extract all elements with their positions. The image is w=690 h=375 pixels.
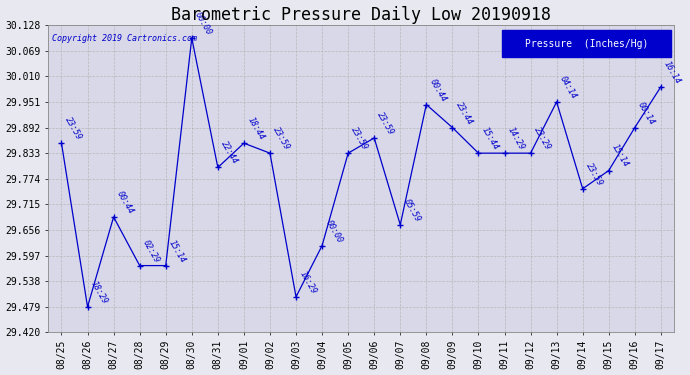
Text: 05:59: 05:59 <box>402 197 422 223</box>
Title: Barometric Pressure Daily Low 20190918: Barometric Pressure Daily Low 20190918 <box>171 6 551 24</box>
Text: 15:44: 15:44 <box>480 126 500 152</box>
Bar <box>502 30 671 57</box>
Text: 00:00: 00:00 <box>324 218 344 244</box>
Text: 00:00: 00:00 <box>193 10 213 37</box>
Text: Pressure  (Inches/Hg): Pressure (Inches/Hg) <box>524 39 648 48</box>
Text: 18:44: 18:44 <box>245 116 266 142</box>
Text: 16:29: 16:29 <box>297 269 317 296</box>
Text: 23:59: 23:59 <box>375 110 396 136</box>
Text: 23:59: 23:59 <box>63 116 83 142</box>
Text: 23:59: 23:59 <box>584 161 604 188</box>
Text: 04:14: 04:14 <box>558 74 578 100</box>
Text: 18:29: 18:29 <box>89 279 109 305</box>
Text: 00:44: 00:44 <box>115 189 135 216</box>
Text: 22:44: 22:44 <box>219 140 239 166</box>
Text: 15:14: 15:14 <box>610 143 631 169</box>
Text: 00:44: 00:44 <box>428 77 448 103</box>
Text: 23:59: 23:59 <box>271 126 292 152</box>
Text: 14:29: 14:29 <box>506 126 526 152</box>
Text: 23:59: 23:59 <box>350 126 370 152</box>
Text: 23:44: 23:44 <box>454 100 474 126</box>
Text: 00:14: 00:14 <box>636 100 656 126</box>
Text: 15:14: 15:14 <box>167 238 188 264</box>
Text: 16:14: 16:14 <box>662 59 682 86</box>
Text: 23:29: 23:29 <box>532 126 552 152</box>
Text: Copyright 2019 Cartronics.com: Copyright 2019 Cartronics.com <box>52 34 197 44</box>
Text: 02:29: 02:29 <box>141 238 161 264</box>
